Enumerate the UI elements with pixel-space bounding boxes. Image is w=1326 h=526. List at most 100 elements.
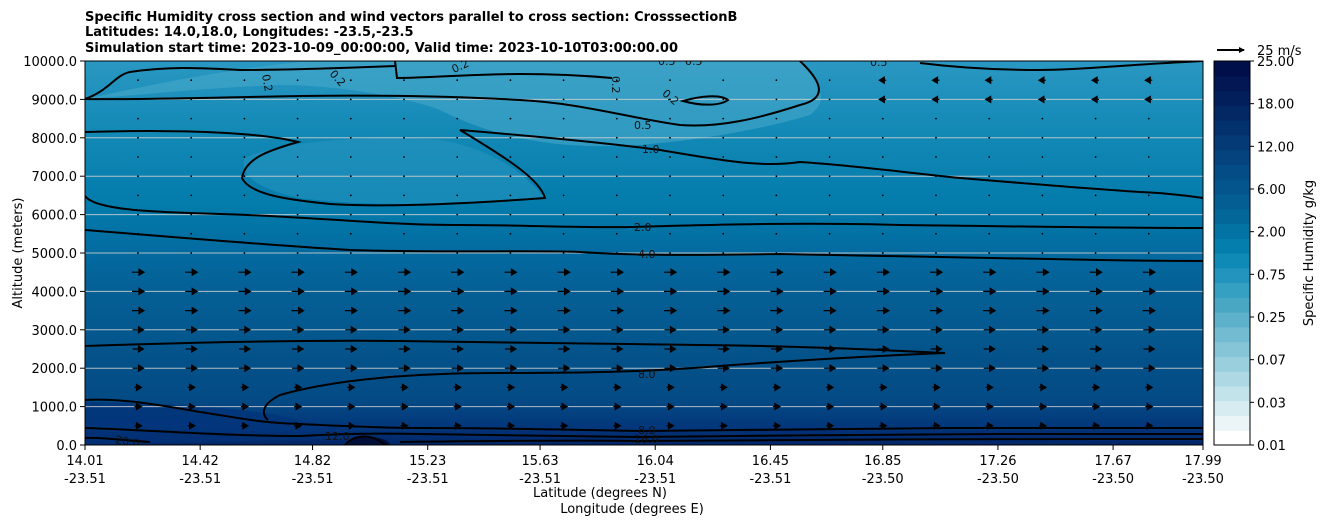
- colorbar-band: [1214, 385, 1250, 402]
- contour-label: 20.0: [114, 433, 140, 450]
- wind-vector: [1147, 156, 1150, 158]
- wind-vector: [291, 287, 305, 296]
- colorbar-band: [1214, 415, 1250, 431]
- wind-key: 25 m/s: [1217, 44, 1302, 59]
- wind-vector: [824, 325, 837, 334]
- wind-vector: [826, 402, 835, 411]
- wind-vector: [615, 156, 618, 158]
- gridlines: [85, 98, 1203, 408]
- wind-vector: [238, 364, 252, 373]
- y-tick-label: 1000.0: [32, 401, 78, 416]
- wind-vector: [879, 383, 888, 392]
- wind-vector: [132, 325, 145, 334]
- wind-vector: [615, 136, 618, 139]
- wind-vector: [344, 268, 358, 277]
- wind-vector: [935, 117, 937, 120]
- wind-vector: [775, 213, 778, 216]
- contour-20-0: [85, 436, 151, 443]
- wind-vector: [509, 136, 512, 139]
- wind-vector: [137, 213, 139, 216]
- y-tick-label: 4000.0: [32, 285, 78, 300]
- wind-vector: [243, 175, 246, 178]
- wind-vector: [615, 194, 618, 197]
- wind-vector: [560, 383, 569, 392]
- wind-vector: [562, 117, 565, 120]
- contour-label: 0.2: [609, 76, 622, 94]
- x-tick-label-lat: 17.26: [979, 454, 1016, 469]
- wind-vector: [615, 213, 618, 216]
- wind-vector: [296, 252, 299, 254]
- wind-vector: [615, 98, 618, 101]
- x-tick-label-lon: -23.50: [1092, 472, 1134, 487]
- wind-vector: [1094, 156, 1097, 158]
- colorbar-band: [1214, 90, 1250, 106]
- x-tick-label-lat: 14.82: [294, 454, 331, 469]
- wind-vector: [1147, 194, 1150, 197]
- wind-vector: [456, 232, 459, 235]
- contour-0-5-right: [919, 61, 1203, 72]
- colorbar-band: [1214, 400, 1250, 417]
- wind-vector: [1041, 156, 1044, 158]
- wind-vector: [722, 79, 725, 82]
- wind-vector: [615, 175, 618, 178]
- wind-vector: [344, 287, 358, 296]
- wind-key-label: 25 m/s: [1257, 44, 1302, 59]
- wind-vector: [1041, 117, 1044, 120]
- contour-label: 0.5: [658, 55, 676, 68]
- wind-vector: [1089, 268, 1103, 277]
- colorbar-tick-label: 6.00: [1257, 183, 1286, 198]
- wind-vector: [185, 306, 199, 315]
- x-tick-label-lon: -23.51: [634, 472, 676, 487]
- wind-vector: [137, 79, 139, 82]
- wind-vector: [719, 383, 728, 392]
- wind-vector: [664, 344, 677, 354]
- wind-vector: [243, 79, 246, 82]
- wind-vector: [775, 156, 778, 158]
- contour-1-0: [85, 129, 1203, 207]
- wind-vector: [137, 156, 139, 158]
- contour-label: 8.0: [638, 368, 656, 381]
- colorbar-tick-label: 0.01: [1257, 439, 1286, 454]
- wind-vector: [666, 383, 675, 392]
- wind-vector: [185, 268, 199, 277]
- wind-vector: [560, 402, 569, 411]
- wind-vector: [828, 175, 831, 178]
- wind-vector: [349, 175, 352, 178]
- wind-vector: [988, 194, 991, 197]
- wind-vector: [613, 383, 622, 392]
- wind-vector: [935, 213, 937, 216]
- wind-vector: [296, 232, 299, 235]
- wind-vector: [1143, 364, 1156, 373]
- wind-vector: [403, 117, 405, 120]
- moist-core: [346, 437, 390, 445]
- wind-vector: [828, 213, 831, 216]
- wind-vector: [1090, 364, 1103, 373]
- wind-vector: [983, 268, 997, 277]
- wind-vector: [828, 117, 831, 120]
- wind-vector: [451, 325, 464, 334]
- contour-0-2-a: [85, 65, 396, 100]
- contour-label: 12.0: [325, 430, 350, 443]
- wind-vector: [664, 287, 678, 296]
- wind-vector: [243, 98, 246, 101]
- wind-vector: [291, 268, 305, 277]
- wind-vector: [243, 117, 246, 120]
- wind-vector: [1147, 175, 1150, 178]
- wind-vector: [824, 364, 837, 373]
- wind-vector: [930, 344, 943, 354]
- colorbar-band: [1214, 326, 1250, 343]
- wind-vector: [137, 252, 139, 254]
- wind-vector: [985, 402, 994, 411]
- wind-vector: [347, 402, 356, 411]
- wind-vector: [137, 136, 139, 139]
- wind-vector: [562, 98, 565, 101]
- wind-vector: [132, 344, 145, 354]
- wind-vector: [988, 252, 991, 254]
- wind-vector: [1038, 402, 1048, 411]
- wind-vector: [1090, 344, 1103, 354]
- wind-vector: [398, 306, 412, 315]
- wind-vector: [398, 325, 411, 334]
- colorbar: [1214, 61, 1250, 446]
- wind-vector: [826, 383, 835, 392]
- contour-label: 4.0: [638, 248, 656, 261]
